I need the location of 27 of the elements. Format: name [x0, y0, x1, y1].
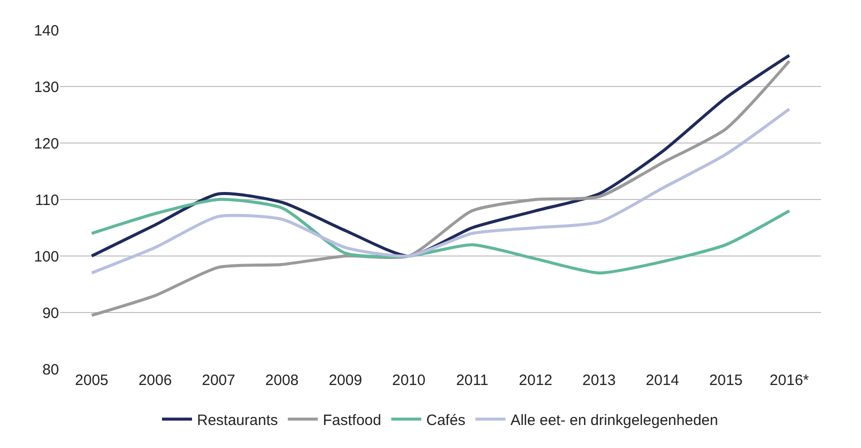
- line-series: [90, 60, 791, 317]
- line-series: [90, 54, 791, 258]
- y-tick-label: 120: [34, 135, 59, 152]
- x-tick-label: 2009: [328, 372, 362, 389]
- x-tick-label: 2008: [265, 372, 299, 389]
- legend-label: Fastfood: [322, 412, 382, 429]
- x-tick-label: 2016*: [770, 372, 810, 389]
- legend-label: Alle eet- en drinkgelegenheden: [510, 412, 718, 429]
- y-tick-label: 80: [42, 361, 59, 378]
- y-tick-label: 90: [42, 304, 59, 322]
- x-tick-label: 2014: [646, 372, 680, 389]
- legend-label: Cafés: [426, 412, 466, 429]
- y-tick-label: 100: [34, 248, 59, 266]
- x-tick-label: 2012: [518, 372, 552, 389]
- y-tick-label: 110: [35, 192, 59, 209]
- x-tick-label: 2005: [75, 372, 108, 389]
- y-tick-label: 140: [34, 22, 59, 40]
- legend-label: Restaurants: [197, 412, 278, 429]
- x-tick-label: 2011: [456, 372, 488, 389]
- x-tick-label: 2007: [202, 372, 236, 389]
- y-tick-label: 130: [34, 78, 59, 96]
- x-tick-label: 2006: [138, 372, 172, 389]
- x-tick-label: 2013: [582, 372, 616, 389]
- x-tick-label: 2010: [392, 372, 426, 389]
- x-tick-label: 2015: [709, 372, 743, 389]
- line-series: [90, 198, 791, 274]
- line-series: [90, 108, 791, 274]
